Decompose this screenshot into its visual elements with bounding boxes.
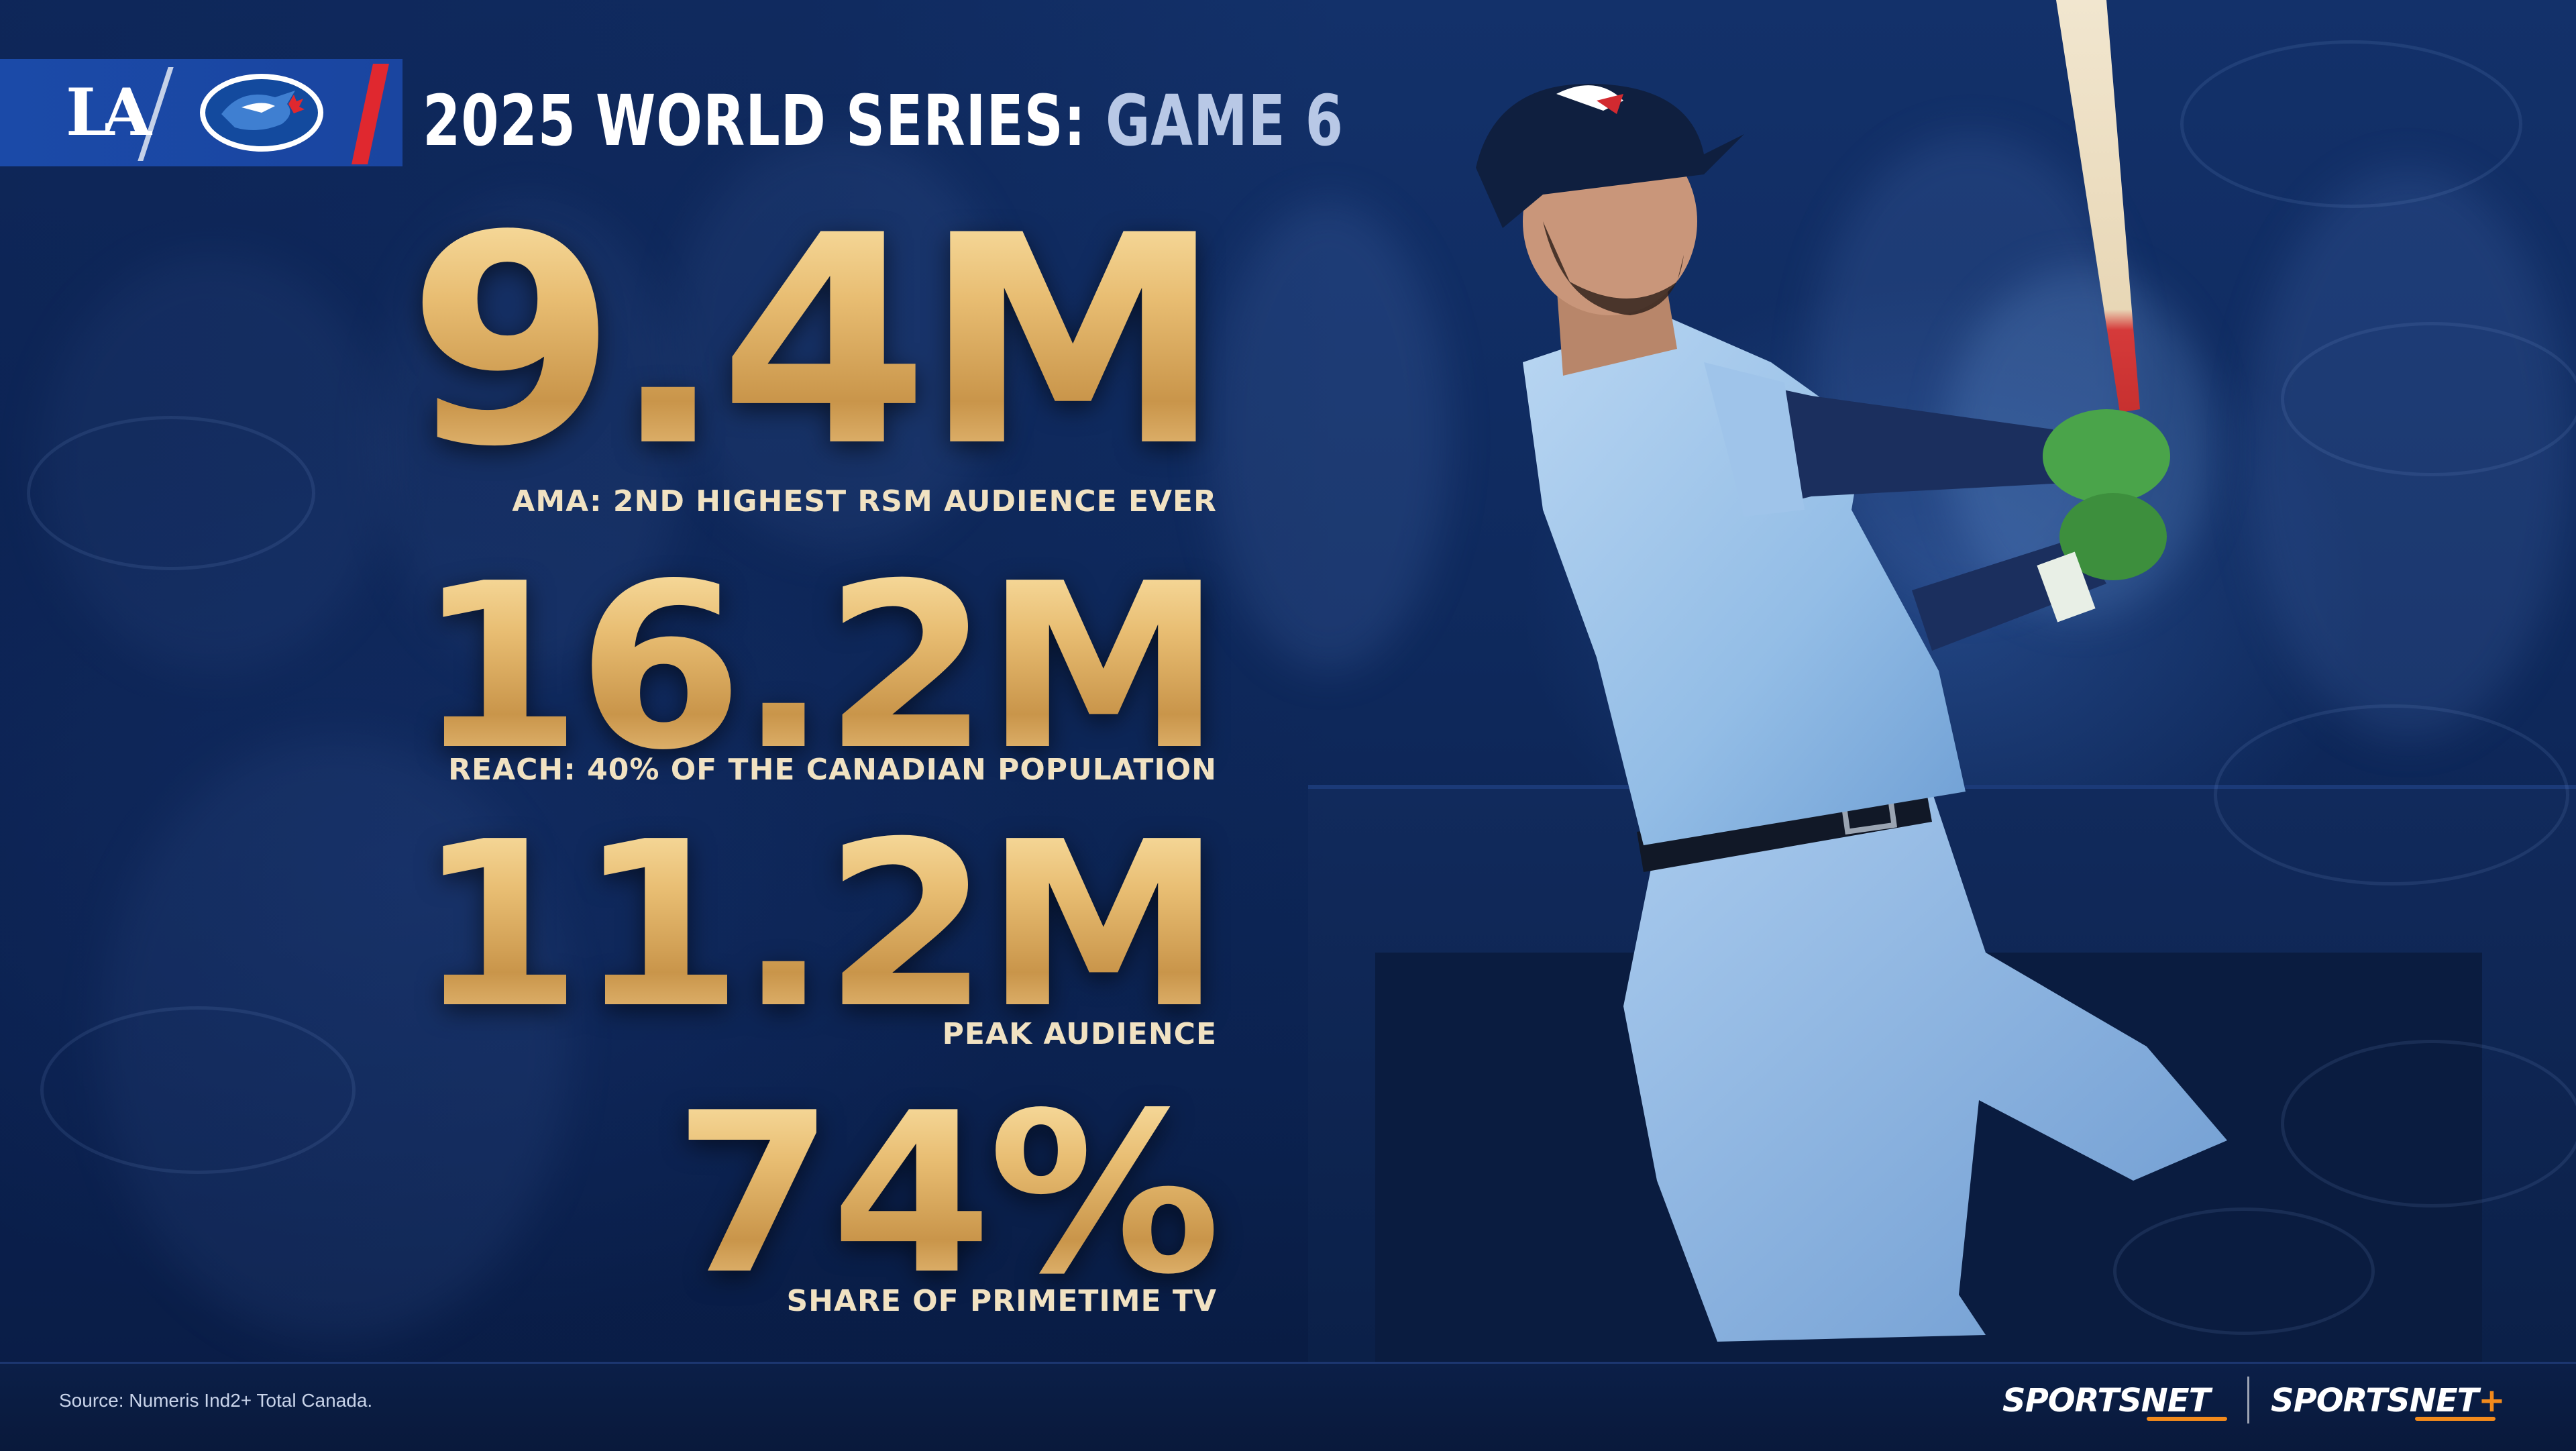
decorative-swoosh (40, 1006, 356, 1174)
sportsnet-plus-logo-swoosh (2415, 1417, 2496, 1421)
stat-label-share: SHARE OF PRIMETIME TV (786, 1284, 1217, 1318)
source-note: Source: Numeris Ind2+ Total Canada. (59, 1390, 373, 1411)
page-title: 2025 WORLD SERIES: GAME 6 (423, 67, 1344, 174)
sportsnet-logo: SPORTSNET (2002, 1381, 2210, 1421)
stat-label-ama: AMA: 2ND HIGHEST RSM AUDIENCE EVER (512, 484, 1217, 519)
decorative-swoosh (2113, 1207, 2375, 1335)
stat-value-share: 74% (673, 1065, 1222, 1323)
brand-divider (2247, 1377, 2249, 1423)
stat-value-reach: 16.2M (415, 535, 1222, 800)
bat (2056, 0, 2140, 413)
decorative-swoosh (2180, 40, 2522, 208)
stat-value-ama: 9.4M (407, 174, 1224, 510)
decorative-swoosh (27, 416, 315, 570)
sportsnet-plus-logo: SPORTSNET+ (2271, 1381, 2506, 1421)
dodgers-la-logo: LA (66, 74, 152, 150)
sportsnet-logo-swoosh (2147, 1417, 2227, 1421)
blue-jays-logo (200, 74, 323, 152)
plus-icon: + (2478, 1382, 2505, 1419)
decorative-swoosh (2281, 322, 2576, 476)
decorative-swoosh (2214, 704, 2569, 885)
decorative-swoosh (2281, 1040, 2576, 1207)
left-shade-overlay (0, 0, 1342, 1449)
stat-value-peak: 11.2M (415, 793, 1222, 1059)
footer-bar (0, 1362, 2576, 1451)
stat-label-peak: PEAK AUDIENCE (942, 1017, 1217, 1051)
title-game: GAME 6 (1106, 80, 1344, 162)
title-series: 2025 WORLD SERIES: (423, 80, 1086, 162)
stat-label-reach: REACH: 40% OF THE CANADIAN POPULATION (448, 753, 1217, 787)
sportsnet-plus-wordmark: SPORTSNET (2271, 1382, 2479, 1419)
sportsnet-wordmark: SPORTSNET (2002, 1382, 2210, 1419)
